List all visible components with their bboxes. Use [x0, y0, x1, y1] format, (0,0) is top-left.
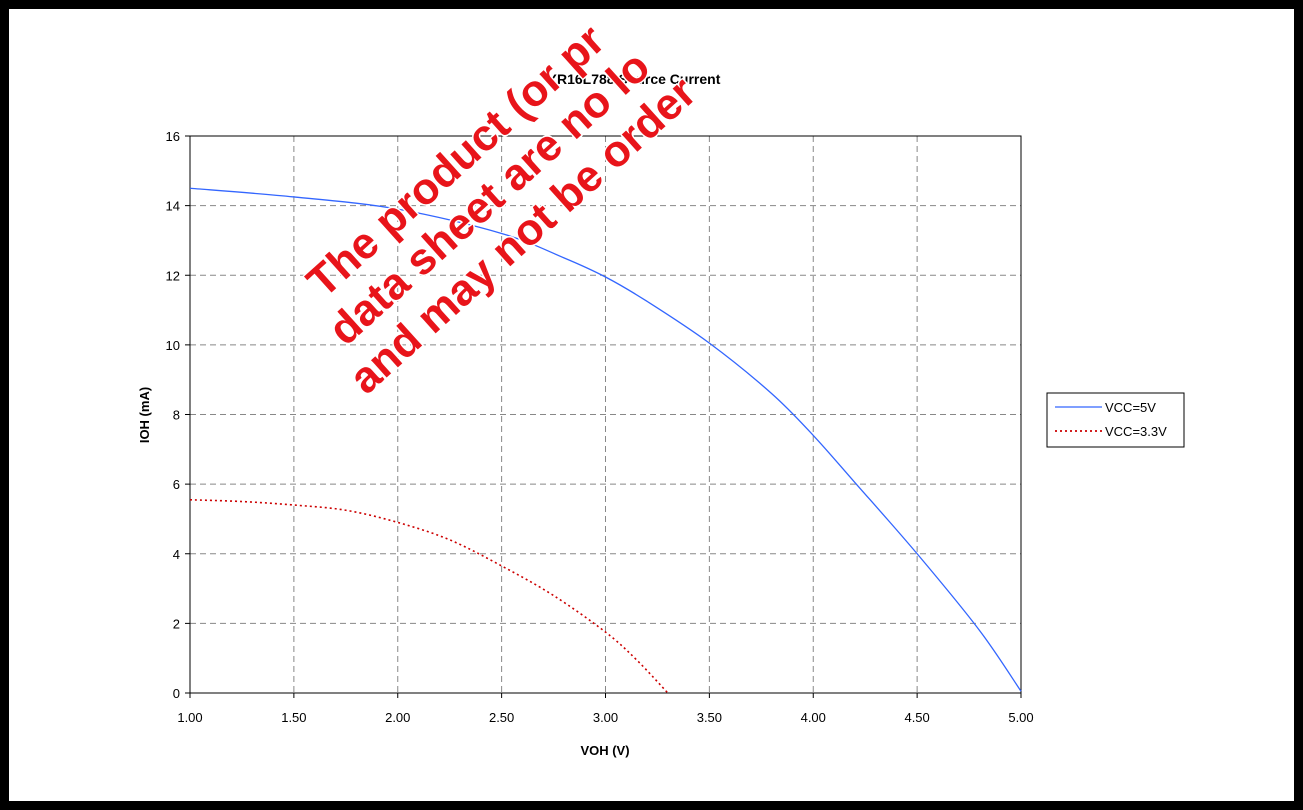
legend: VCC=5V VCC=3.3V — [1046, 392, 1185, 448]
x-tick-label: 4.00 — [801, 710, 826, 725]
legend-label-vcc5: VCC=5V — [1105, 400, 1156, 415]
y-tick-label: 10 — [166, 338, 180, 353]
y-tick-label: 0 — [173, 686, 180, 701]
y-tick-label: 8 — [173, 408, 180, 423]
watermark-line-2: data sheet are no lo — [319, 42, 659, 355]
legend-box — [1046, 392, 1185, 448]
y-tick-label: 16 — [166, 129, 180, 144]
series-line-vcc5 — [189, 187, 1022, 692]
legend-label-vcc33: VCC=3.3V — [1105, 424, 1167, 439]
x-tick-label: 2.50 — [489, 710, 514, 725]
x-axis-title: VOH (V) — [580, 743, 629, 758]
chart-frame: XR16L788 Source Current 1.00 1.50 2.00 2.50… — [9, 9, 1294, 801]
y-tick-label: 4 — [173, 547, 180, 562]
x-tick-label: 3.00 — [593, 710, 618, 725]
x-tick-label: 1.50 — [281, 710, 306, 725]
y-tick-label: 12 — [166, 268, 180, 283]
y-axis-title: IOH (mA) — [137, 387, 152, 443]
x-tick-label: 3.50 — [697, 710, 722, 725]
x-tick-label: 5.00 — [1008, 710, 1033, 725]
watermark: The product (or pr data sheet are no lo … — [296, 14, 707, 405]
x-tick-label: 1.00 — [177, 710, 202, 725]
y-tick-label: 2 — [173, 616, 180, 631]
x-tick-label: 4.50 — [904, 710, 929, 725]
axis-ticks: 1.00 1.50 2.00 2.50 3.00 3.50 4.00 4.50 5.00 0 2 4 6… — [166, 129, 1034, 725]
series-line-vcc33 — [189, 498, 669, 694]
y-tick-label: 14 — [166, 199, 180, 214]
y-tick-label: 6 — [173, 477, 180, 492]
x-tick-label: 2.00 — [385, 710, 410, 725]
series-lines — [189, 187, 1022, 694]
chart-title: XR16L788 Source Current — [548, 71, 721, 87]
source-current-chart: XR16L788 Source Current 1.00 1.50 2.00 2.50… — [137, 14, 1185, 758]
grid-lines — [190, 136, 1021, 693]
